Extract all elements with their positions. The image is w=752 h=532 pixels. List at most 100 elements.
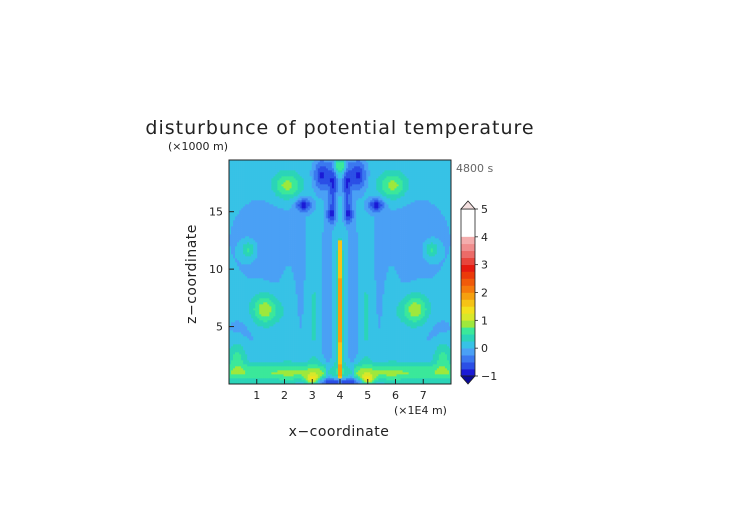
field-cell: [293, 184, 296, 187]
field-cell: [239, 364, 242, 367]
field-cell: [229, 244, 232, 247]
field-cell: [249, 380, 252, 383]
field-cell: [287, 334, 290, 337]
field-cell: [307, 248, 311, 251]
field-cell: [315, 258, 319, 261]
field-cell: [233, 252, 236, 255]
field-cell: [229, 334, 232, 337]
field-cell: [297, 188, 300, 191]
field-cell: [297, 334, 300, 337]
field-cell: [297, 322, 300, 325]
field-cell: [313, 314, 317, 317]
field-cell: [317, 366, 321, 369]
field-cell: [253, 312, 256, 315]
field-cell: [297, 298, 300, 301]
field-cell: [229, 198, 232, 201]
field-cell: [285, 320, 288, 323]
field-cell: [283, 224, 286, 227]
field-cell: [271, 326, 274, 329]
field-cell: [235, 306, 238, 309]
field-cell: [269, 368, 272, 371]
field-cell: [307, 192, 311, 195]
field-cell: [231, 214, 234, 217]
field-cell: [269, 206, 272, 209]
field-cell: [303, 332, 307, 335]
field-cell: [305, 220, 309, 223]
field-cell: [287, 310, 290, 313]
field-cell: [305, 318, 309, 321]
field-cell: [229, 340, 232, 343]
field-cell: [283, 186, 286, 189]
field-cell: [263, 300, 266, 303]
field-cell: [307, 180, 311, 183]
field-cell: [275, 330, 278, 333]
field-cell: [269, 254, 272, 257]
field-cell: [287, 294, 290, 297]
field-cell: [253, 238, 256, 241]
field-cell: [265, 220, 268, 223]
field-cell: [303, 368, 307, 371]
field-cell: [275, 244, 278, 247]
field-cell: [287, 242, 290, 245]
field-cell: [269, 280, 272, 283]
field-cell: [253, 240, 256, 243]
field-cell: [283, 182, 286, 185]
field-cell: [269, 192, 272, 195]
field-cell: [287, 250, 290, 253]
field-cell: [277, 200, 280, 203]
field-cell: [275, 224, 278, 227]
field-cell: [231, 352, 234, 355]
field-cell: [317, 376, 321, 379]
field-cell: [257, 178, 260, 181]
field-cell: [309, 246, 313, 249]
field-cell: [309, 240, 313, 243]
field-cell: [285, 300, 288, 303]
field-cell: [259, 278, 262, 281]
field-cell: [267, 284, 270, 287]
field-cell: [315, 330, 319, 333]
field-cell: [239, 228, 242, 231]
field-cell: [297, 274, 300, 277]
field-cell: [263, 312, 266, 315]
field-cell: [233, 164, 236, 167]
field-cell: [245, 246, 248, 249]
field-cell: [315, 288, 319, 291]
field-cell: [263, 270, 266, 273]
field-cell: [305, 200, 309, 203]
field-cell: [249, 206, 252, 209]
field-cell: [309, 286, 313, 289]
field-cell: [307, 368, 311, 371]
field-cell: [251, 310, 254, 313]
field-cell: [247, 238, 250, 241]
field-cell: [309, 306, 313, 309]
field-cell: [255, 344, 258, 347]
field-cell: [313, 368, 317, 371]
field-cell: [295, 286, 298, 289]
field-cell: [253, 292, 256, 295]
field-cell: [271, 258, 274, 261]
field-cell: [297, 250, 300, 253]
field-cell: [243, 282, 246, 285]
field-cell: [303, 260, 307, 263]
field-cell: [289, 334, 292, 337]
field-cell: [293, 240, 296, 243]
field-cell: [287, 262, 290, 265]
field-cell: [311, 210, 315, 213]
field-cell: [291, 342, 294, 345]
field-cell: [305, 246, 309, 249]
field-cell: [251, 220, 254, 223]
field-cell: [247, 338, 250, 341]
field-cell: [309, 292, 313, 295]
field-cell: [273, 226, 276, 229]
field-cell: [265, 360, 268, 363]
field-cell: [289, 190, 292, 193]
field-cell: [295, 216, 298, 219]
field-cell: [297, 336, 300, 339]
field-cell: [239, 248, 242, 251]
field-cell: [273, 204, 276, 207]
field-cell: [241, 364, 244, 367]
field-cell: [257, 352, 260, 355]
field-cell: [279, 164, 282, 167]
field-cell: [299, 218, 303, 221]
field-cell: [253, 302, 256, 305]
